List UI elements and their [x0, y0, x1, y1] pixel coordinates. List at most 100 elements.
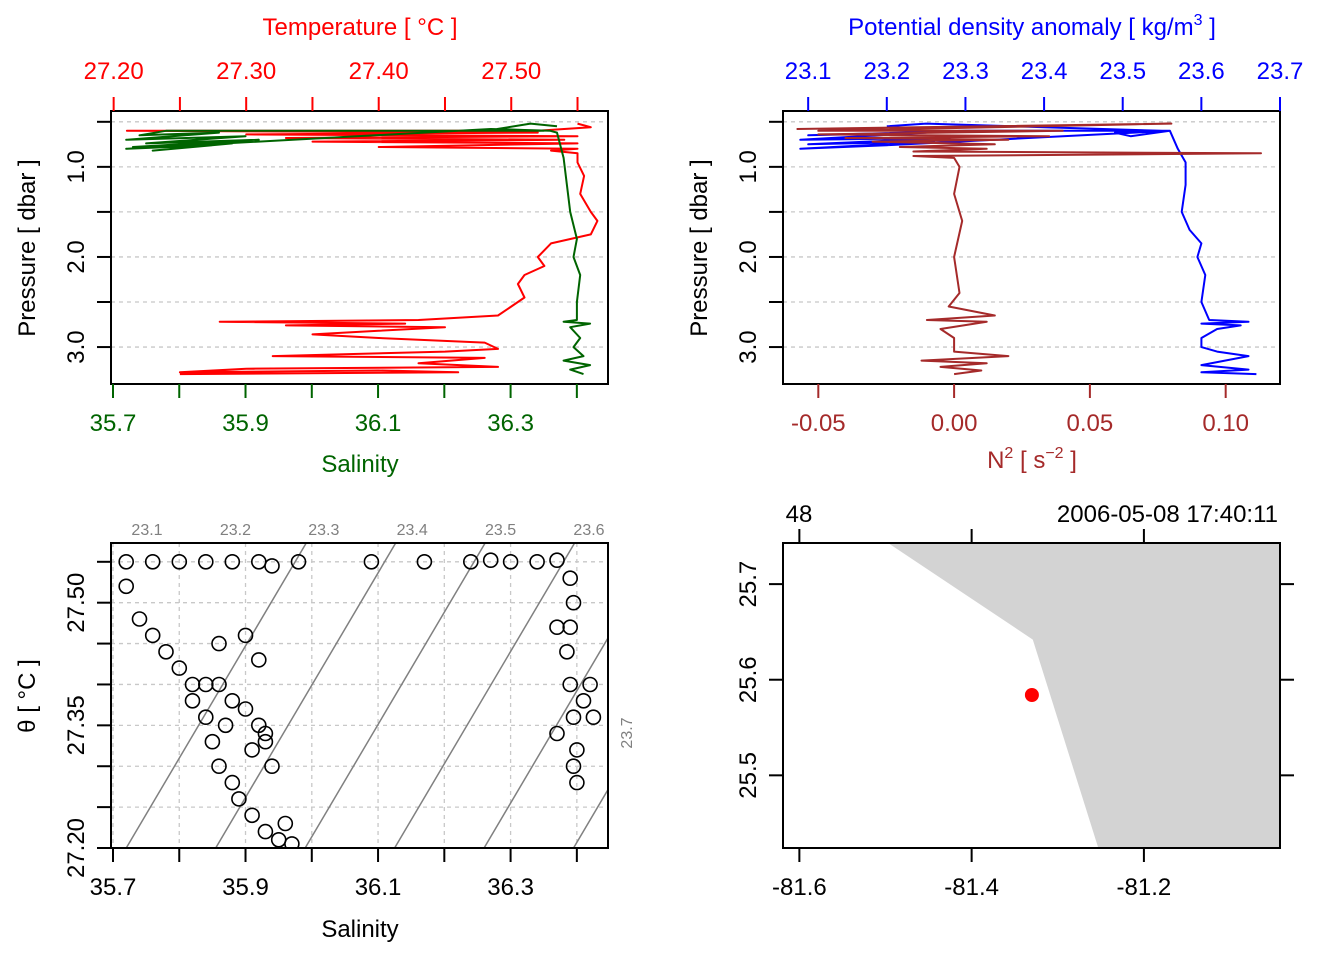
x-tick-label: 35.7	[90, 874, 137, 901]
station-label: 48	[786, 501, 813, 528]
y-tick-label: 3.0	[735, 330, 762, 363]
top-axis-title-superscript: 3	[1194, 12, 1203, 29]
ts-point	[257, 725, 274, 742]
bottom-axis-title: N2 [ s−2 ]	[987, 445, 1077, 474]
x-tick-label: 35.9	[222, 874, 269, 901]
series-line-salinity	[125, 122, 592, 376]
ts-point	[237, 701, 254, 717]
y-axis-title: θ [ °C ]	[14, 659, 41, 733]
ts-point	[585, 709, 602, 726]
ts-point	[158, 643, 174, 660]
land	[888, 543, 1280, 848]
plot-frame	[782, 110, 1281, 385]
top-tick-label: 23.3	[942, 58, 989, 85]
x-tick-label: -81.6	[772, 874, 827, 901]
density-n2-profile-panel: 1.0 2.0 3.0 23.1 23.2 23.3 23.4 23.5 23.6 23.7 -0.…	[686, 12, 1303, 474]
isopycnal-line	[125, 543, 307, 848]
isopycnal-label: 23.5	[485, 522, 516, 539]
y-tick-label: 1.0	[735, 150, 762, 183]
plot-frame	[782, 542, 1281, 849]
top-tick-label: 27.20	[84, 58, 144, 85]
x-tick-label: -81.2	[1117, 874, 1172, 901]
ts-point	[184, 692, 201, 709]
top-tick-label: 23.7	[1257, 58, 1304, 85]
x-tick-label: 36.3	[487, 874, 534, 901]
station-datetime: 2006-05-08 17:40:11	[1057, 501, 1278, 528]
ts-diagram-panel: 23.1 23.2 23.3 23.4 23.5 23.623.7 27.2027.352…	[14, 522, 636, 943]
top-axis-title-end: ]	[1203, 14, 1216, 41]
top-axis-title: Potential density anomaly [ kg/m3 ]	[848, 12, 1216, 41]
series	[118, 552, 602, 848]
ts-point	[144, 627, 161, 644]
ts-point	[217, 717, 234, 734]
y-axis-title: Pressure [ dbar ]	[686, 159, 713, 336]
y-tick-label: 27.35	[63, 695, 90, 755]
isopycnal-line	[483, 636, 608, 848]
x-tick-label: 36.1	[355, 410, 402, 437]
bottom-axis-title-end: ]	[1064, 447, 1077, 474]
series-line-temperature	[125, 122, 599, 376]
x-axis-title: Salinity	[321, 916, 398, 943]
ts-point	[211, 635, 227, 652]
ts-point	[171, 660, 188, 676]
ts-point	[244, 742, 260, 758]
top-tick-label: 23.2	[863, 58, 910, 85]
top-tick-label: 23.4	[1021, 58, 1068, 85]
ts-point	[171, 553, 188, 570]
ts-point	[502, 553, 519, 570]
ts-point	[569, 774, 585, 791]
isopycnal-label: 23.6	[573, 522, 604, 539]
ts-point	[224, 692, 241, 709]
series	[125, 122, 599, 376]
ts-point	[582, 676, 598, 693]
axes: 25.5 25.6 25.7 -81.6 -81.4 -81.2	[735, 529, 1294, 901]
y-tick-label: 27.20	[63, 818, 90, 878]
axes: 1.0 2.0 3.0 27.20 27.30 27.40 27.50 35.7 35.9 36.…	[63, 58, 579, 437]
grid	[111, 121, 608, 348]
temperature-salinity-profile-panel: 1.0 2.0 3.0 27.20 27.30 27.40 27.50 35.7 35.9 36.…	[14, 14, 609, 478]
bottom-axis-title-sup2: −2	[1045, 445, 1063, 462]
y-tick-label: 25.5	[735, 752, 762, 799]
ts-point	[575, 692, 592, 709]
bottom-axis-title-main: N	[987, 447, 1004, 474]
top-axis-title-main: Potential density anomaly [ kg/m	[848, 14, 1194, 41]
top-tick-label: 27.40	[349, 58, 409, 85]
ts-point	[224, 553, 241, 570]
ts-point	[131, 611, 148, 627]
x-tick-label: 36.3	[487, 410, 534, 437]
y-axis-title: Pressure [ dbar ]	[14, 159, 41, 336]
ts-point	[224, 774, 241, 791]
isopycnal-label: 23.2	[220, 522, 251, 539]
isopycnal-line	[393, 543, 576, 848]
axes: 1.0 2.0 3.0 23.1 23.2 23.3 23.4 23.5 23.6 23.7 -0.…	[735, 58, 1303, 437]
top-tick-label: 27.30	[216, 58, 276, 85]
y-tick-label: 2.0	[63, 240, 90, 273]
top-tick-label: 23.5	[1099, 58, 1146, 85]
grid	[783, 121, 1280, 348]
series	[796, 122, 1262, 376]
ts-point	[462, 553, 479, 570]
x-tick-label: 0.00	[931, 410, 978, 437]
isopycnal-label: 23.3	[308, 522, 339, 539]
ts-point	[284, 836, 300, 848]
top-axis-title: Temperature [ °C ]	[263, 14, 458, 41]
ts-point	[244, 807, 260, 824]
isopycnal-line	[572, 788, 608, 848]
x-tick-label: -81.4	[944, 874, 999, 901]
ts-point	[198, 676, 214, 693]
isopycnal-label: 23.4	[397, 522, 428, 539]
x-tick-label: 0.10	[1202, 410, 1249, 437]
ts-point	[277, 815, 294, 832]
ts-point	[569, 742, 585, 758]
station-map-panel: 25.5 25.6 25.7 -81.6 -81.4 -81.2 48 2006-05-0…	[735, 501, 1294, 901]
bottom-axis-title-mid: [ s	[1013, 447, 1045, 474]
ts-point	[529, 553, 545, 570]
ts-point	[231, 791, 247, 807]
ts-point	[250, 652, 267, 668]
ts-point	[237, 627, 254, 644]
y-tick-label: 2.0	[735, 240, 762, 273]
ts-point	[198, 553, 214, 570]
axes: 27.20 27.35 27.50 35.7 35.9 36.1 36.3	[63, 560, 578, 901]
isopycnal-line	[215, 543, 397, 848]
